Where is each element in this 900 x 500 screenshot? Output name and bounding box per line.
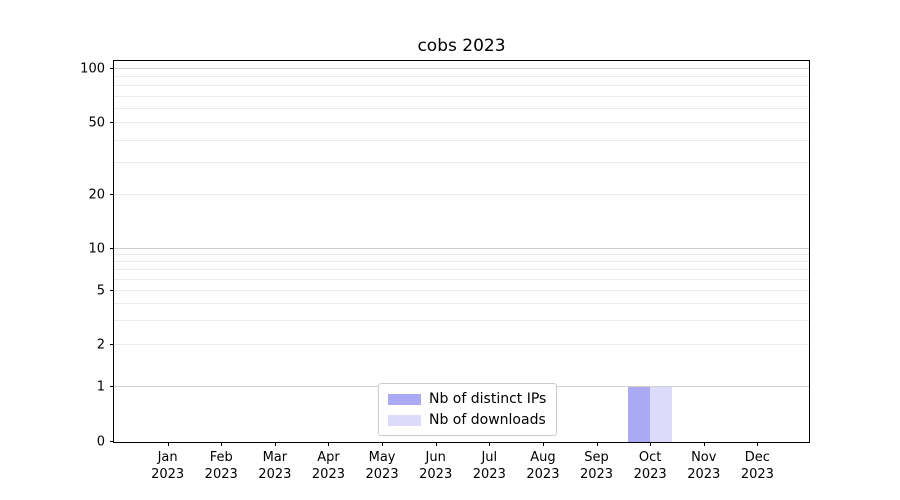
x-tick-mark xyxy=(596,442,598,446)
y-gridline-minor xyxy=(114,261,809,263)
x-tick-year: 2023 xyxy=(740,467,774,482)
x-tick-mark xyxy=(382,442,384,446)
y-tick-mark xyxy=(110,68,114,69)
x-tick-label: Mar 2023 xyxy=(258,449,291,483)
y-tick-label: 10 xyxy=(88,241,105,257)
x-tick-mark xyxy=(328,442,330,446)
bar-nb-of-downloads xyxy=(650,387,673,442)
x-tick-month: Jul xyxy=(481,450,498,465)
x-tick-label: Oct 2023 xyxy=(634,449,667,483)
y-tick-label: 20 xyxy=(88,187,105,203)
x-tick-month: Apr xyxy=(317,450,340,465)
x-tick-year: 2023 xyxy=(579,467,614,482)
x-tick-mark xyxy=(274,442,276,446)
y-gridline-minor xyxy=(114,254,809,256)
y-gridline-minor xyxy=(114,107,809,109)
x-tick-year: 2023 xyxy=(204,467,238,482)
x-tick-month: Dec xyxy=(744,450,770,465)
y-gridline-minor xyxy=(114,95,809,97)
x-tick-month: Aug xyxy=(530,450,556,465)
x-tick-year: 2023 xyxy=(419,467,453,482)
x-tick-year: 2023 xyxy=(633,467,667,482)
x-tick-mark xyxy=(221,442,223,446)
x-tick-year: 2023 xyxy=(687,467,721,482)
bar-nb-of-distinct-ips xyxy=(628,387,651,442)
x-tick-month: Jun xyxy=(425,450,446,465)
x-tick-mark xyxy=(167,442,169,446)
x-tick-label: Jul 2023 xyxy=(473,449,506,483)
x-tick-mark xyxy=(489,442,491,446)
x-tick-month: Feb xyxy=(209,450,233,465)
y-tick-mark xyxy=(110,441,114,442)
x-tick-mark xyxy=(703,442,705,446)
y-gridline-minor xyxy=(114,278,809,280)
plot-area: 0 1 2 5 10 20 50 100 Jan 2023 Feb 2023 Mar 2023 Apr 20… xyxy=(80,60,810,482)
x-tick-mark xyxy=(435,442,437,446)
y-gridline-minor xyxy=(114,302,809,304)
x-tick-month: Nov xyxy=(691,450,717,465)
y-tick-mark xyxy=(110,386,114,387)
y-gridline-major xyxy=(114,248,809,249)
y-gridline-minor xyxy=(114,320,809,322)
y-tick-mark xyxy=(110,193,114,195)
legend-item: Nb of downloads xyxy=(388,412,546,428)
x-tick-label: Jan 2023 xyxy=(151,449,184,483)
y-tick-label: 2 xyxy=(96,337,105,353)
x-tick-month: Sep xyxy=(584,450,609,465)
y-tick-label: 50 xyxy=(88,115,105,131)
x-tick-mark xyxy=(542,442,544,446)
x-tick-label: Apr 2023 xyxy=(312,449,345,483)
y-tick-mark xyxy=(110,344,114,346)
y-gridline-minor xyxy=(114,344,809,346)
x-tick-label: Feb 2023 xyxy=(205,449,238,483)
x-tick-mark xyxy=(650,442,652,446)
x-tick-year: 2023 xyxy=(311,467,345,482)
x-tick-year: 2023 xyxy=(151,467,185,482)
x-tick-label: May 2023 xyxy=(366,449,399,483)
x-tick-month: Oct xyxy=(638,450,662,465)
y-gridline-minor xyxy=(114,76,809,78)
x-tick-year: 2023 xyxy=(526,467,560,482)
legend-label: Nb of distinct IPs xyxy=(429,391,547,407)
y-gridline-minor xyxy=(114,139,809,141)
y-tick-label: 1 xyxy=(96,379,105,395)
y-gridline-major xyxy=(114,68,809,69)
y-tick-mark xyxy=(110,122,114,124)
x-tick-year: 2023 xyxy=(365,467,399,482)
x-tick-label: Nov 2023 xyxy=(687,449,720,483)
y-tick-label: 100 xyxy=(80,61,105,77)
y-gridline-minor xyxy=(114,289,809,291)
legend-swatch xyxy=(388,414,421,426)
x-tick-year: 2023 xyxy=(472,467,506,482)
y-gridline-minor xyxy=(114,85,809,87)
x-tick-label: Sep 2023 xyxy=(580,449,613,483)
chart-title: cobs 2023 xyxy=(417,36,506,56)
legend-item: Nb of distinct IPs xyxy=(388,391,546,407)
x-tick-year: 2023 xyxy=(258,467,292,482)
y-gridline-minor xyxy=(114,269,809,271)
legend-swatch xyxy=(388,393,421,405)
y-gridline-minor xyxy=(114,162,809,164)
x-tick-label: Jun 2023 xyxy=(419,449,452,483)
x-tick-month: May xyxy=(368,450,396,465)
legend-label: Nb of downloads xyxy=(429,412,546,428)
x-tick-mark xyxy=(757,442,759,446)
y-tick-label: 5 xyxy=(96,283,105,299)
y-tick-label: 0 xyxy=(96,434,105,450)
x-tick-label: Aug 2023 xyxy=(526,449,559,483)
x-tick-label: Dec 2023 xyxy=(741,449,774,483)
y-tick-mark xyxy=(110,289,114,291)
x-tick-month: Jan xyxy=(157,450,178,465)
y-tick-mark xyxy=(110,248,114,249)
y-gridline-minor xyxy=(114,193,809,195)
x-tick-month: Mar xyxy=(262,450,288,465)
legend: Nb of distinct IPs Nb of downloads xyxy=(378,383,558,436)
y-gridline-minor xyxy=(114,122,809,124)
